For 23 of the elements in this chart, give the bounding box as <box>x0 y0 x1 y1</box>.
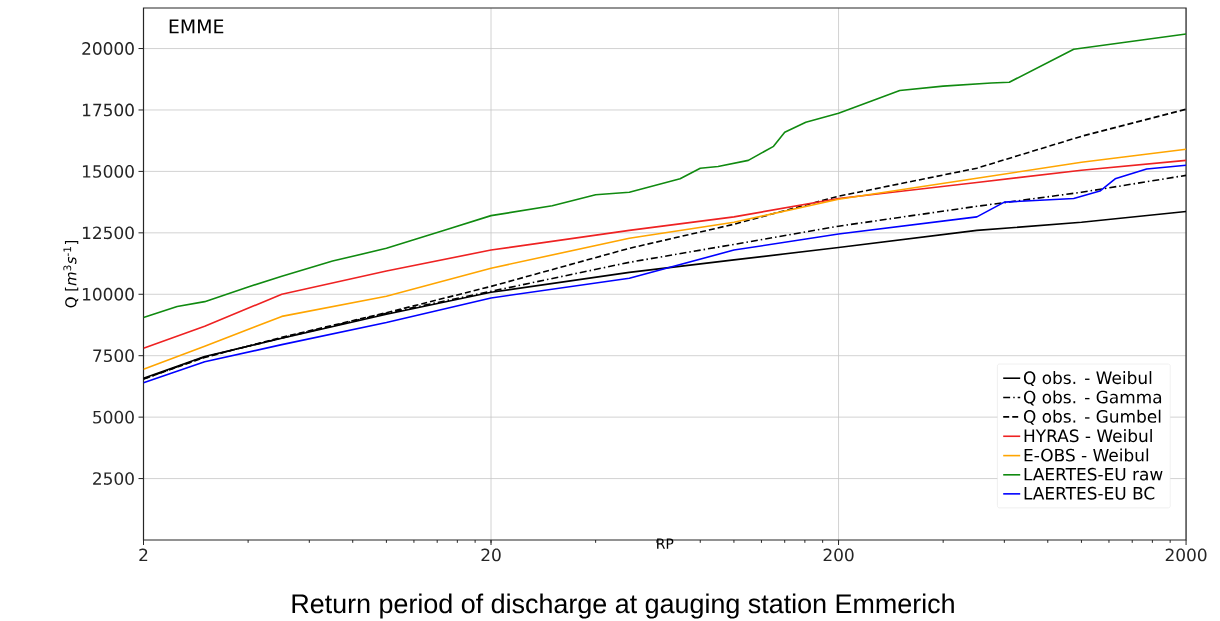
y-tick-label: 15000 <box>82 164 134 178</box>
y-tick-label: 2500 <box>93 472 134 485</box>
legend-label: Q obs. - Gumbel <box>1023 409 1161 425</box>
x-tick-label: 2000 <box>1165 548 1207 562</box>
y-tick-label: 20000 <box>82 42 134 55</box>
y-tick-label: 17500 <box>82 103 134 117</box>
y-tick-label: 12500 <box>82 226 134 240</box>
x-tick-label: 20 <box>481 548 501 562</box>
legend-label: LAERTES-EU raw <box>1024 467 1163 481</box>
legend-label: LAERTES-EU BC <box>1024 486 1155 500</box>
y-axis-title: Q [m$^{3}$s$^{-1}$] <box>63 240 79 308</box>
legend-label: Q obs. - Gamma <box>1023 390 1162 406</box>
x-tick-label: 200 <box>823 548 854 562</box>
x-tick-label: 2 <box>139 548 148 562</box>
chart-title: EMME <box>169 19 224 34</box>
x-axis-title: RP <box>657 538 674 549</box>
legend-label: Q obs. - Weibul <box>1023 371 1152 387</box>
y-tick-label: 7500 <box>93 349 134 363</box>
y-tick-label: 10000 <box>82 287 134 301</box>
legend-label: HYRAS - Weibul <box>1024 429 1152 443</box>
legend-label: E-OBS - Weibul <box>1024 448 1149 462</box>
text: Return period of discharge at gauging station Emmerich <box>292 593 954 619</box>
y-tick-label: 5000 <box>93 410 134 424</box>
